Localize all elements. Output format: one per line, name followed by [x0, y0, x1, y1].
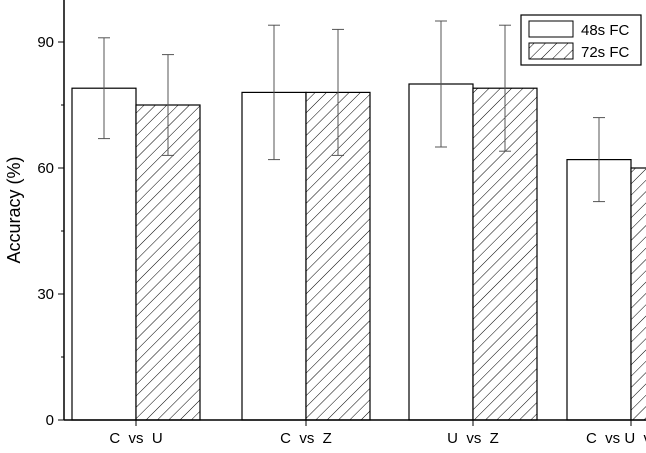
legend-label-1: 72s FC	[581, 44, 630, 61]
y-tick-label: 30	[37, 286, 54, 303]
legend-swatch-1	[528, 42, 574, 60]
bar-72s-0	[135, 104, 201, 421]
x-category-label: C vs U	[109, 430, 162, 447]
error-bar	[268, 24, 280, 161]
y-tick-label: 90	[37, 34, 54, 51]
legend-label-0: 48s FC	[581, 22, 630, 39]
error-bar	[98, 37, 110, 140]
legend-swatch-0	[528, 20, 574, 38]
error-bars	[98, 20, 605, 203]
bars	[71, 83, 646, 421]
error-bar	[435, 20, 447, 148]
x-axis-labels: C vs U C vs Z U vs Z C vs U vs Z	[109, 420, 646, 447]
y-tick-label: 60	[37, 160, 54, 177]
axes	[63, 0, 646, 421]
x-category-label: C vs U vs Z	[586, 430, 646, 447]
bar-48s-3	[566, 159, 632, 421]
bar-72s-2	[472, 87, 538, 421]
error-bar	[162, 54, 174, 156]
x-category-label: U vs Z	[447, 430, 499, 447]
x-category-label: C vs Z	[280, 430, 332, 447]
y-tick-label: 0	[46, 412, 54, 429]
legend: 48s FC 72s FC	[520, 14, 642, 66]
error-bar	[332, 28, 344, 156]
y-axis-title: Accuracy (%)	[4, 156, 24, 263]
error-bar	[593, 117, 605, 203]
error-bar	[499, 24, 511, 152]
y-axis-ticks: 0 30 60 90	[37, 34, 64, 429]
bar-72s-3	[630, 167, 646, 421]
